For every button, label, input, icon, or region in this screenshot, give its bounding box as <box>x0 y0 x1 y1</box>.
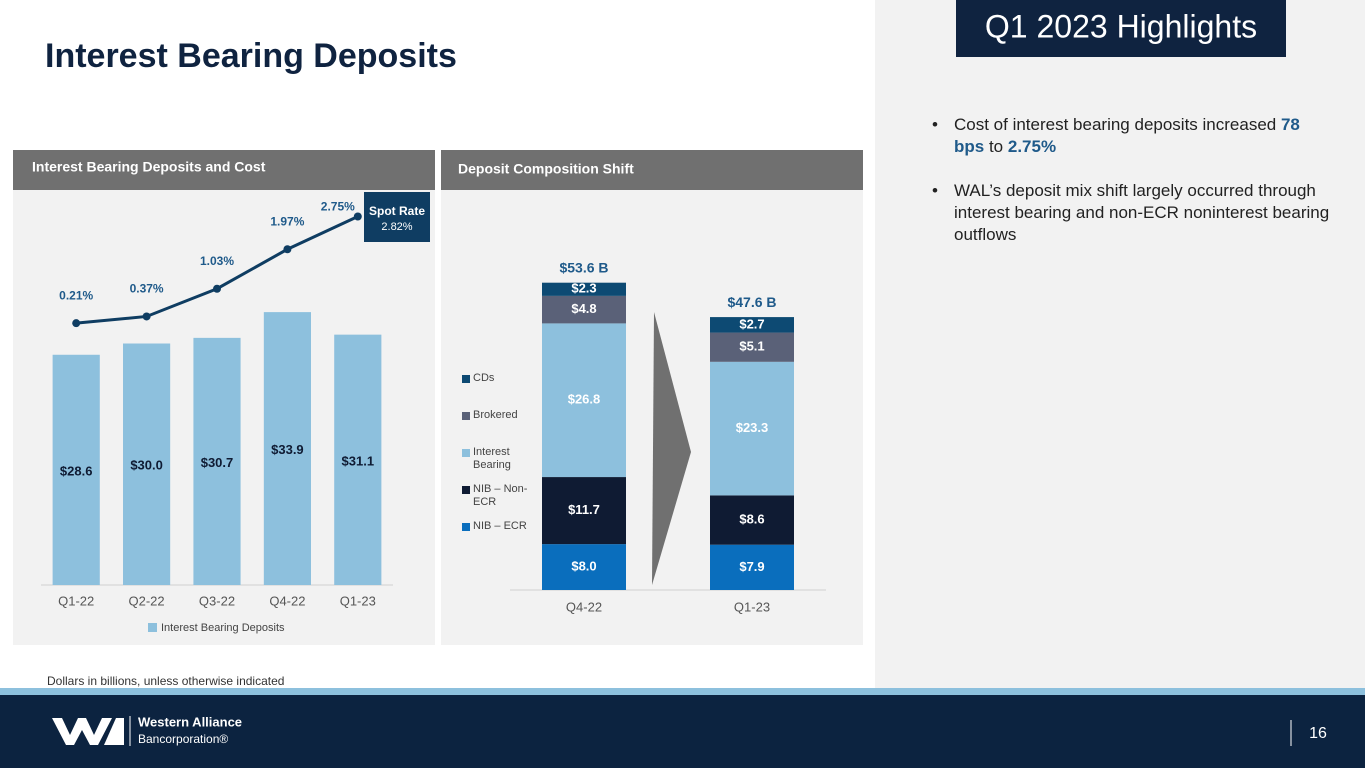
data-label: $28.6 <box>60 463 93 478</box>
data-label: 0.37% <box>130 282 164 296</box>
cost-point <box>353 212 362 221</box>
data-label: $4.8 <box>571 301 596 316</box>
x-tick-label: Q4-22 <box>566 599 602 614</box>
panel-header <box>441 150 863 190</box>
highlights-box <box>956 0 1286 57</box>
x-tick-label: Q2-22 <box>129 593 165 608</box>
data-label: $30.0 <box>130 458 163 473</box>
bullet-highlight: 2.75% <box>1007 137 1057 156</box>
bar <box>123 343 171 585</box>
data-label: $5.1 <box>739 339 764 354</box>
logo-mark <box>104 718 124 745</box>
cost-point <box>283 245 292 254</box>
x-tick-label: Q1-23 <box>340 593 376 608</box>
data-label: $7.9 <box>739 559 764 574</box>
data-label: $8.0 <box>571 559 596 574</box>
shift-arrow <box>652 312 691 585</box>
spot-rate-box <box>364 192 430 242</box>
legend-swatch <box>462 523 470 531</box>
legend-swatch <box>462 486 470 494</box>
slide-title: Interest Bearing Deposits <box>45 37 457 75</box>
data-label: $31.1 <box>342 453 375 468</box>
spot-rate-value: 2.82% <box>381 221 412 233</box>
bar <box>52 354 100 585</box>
logo-subname: Bancorporation® <box>138 732 228 746</box>
x-tick-label: Q3-22 <box>199 593 235 608</box>
legend-swatch <box>462 449 470 457</box>
logo-name: Western Alliance <box>138 714 242 729</box>
bar <box>542 295 626 324</box>
x-tick-label: Q4-22 <box>269 593 305 608</box>
sidebar <box>875 0 1365 690</box>
bullet-highlight: 78 bps <box>954 115 1300 156</box>
panel <box>441 150 863 645</box>
legend-label: CDs <box>473 372 495 384</box>
panel-header <box>13 150 435 190</box>
bar <box>542 323 626 478</box>
footnote: Dollars in billions, unless otherwise in… <box>47 674 284 688</box>
legend-swatch <box>148 623 157 632</box>
legend-label: Brokered <box>473 409 518 421</box>
data-label: $23.3 <box>736 420 769 435</box>
cost-point <box>72 319 81 328</box>
spot-rate-label: Spot Rate <box>369 204 425 218</box>
data-label: $26.8 <box>568 392 601 407</box>
legend-label: NIB – Non-ECR <box>473 483 528 508</box>
bullet: Cost of interest bearing deposits increa… <box>932 114 1334 158</box>
data-label: $11.7 <box>568 502 600 517</box>
x-tick-label: Q1-22 <box>58 593 94 608</box>
bar <box>710 361 794 496</box>
bullet-text: WAL’s deposit mix shift largely occurred… <box>954 181 1330 244</box>
total-label: $47.6 B <box>727 294 776 310</box>
total-label: $53.6 B <box>559 259 608 275</box>
footer <box>0 695 1365 768</box>
bar <box>542 544 626 590</box>
page-number: 16 <box>1309 725 1327 742</box>
highlights-title: Q1 2023 Highlights <box>985 8 1257 44</box>
bar <box>710 495 794 545</box>
footer-strip <box>0 688 1365 695</box>
x-tick-label: Q1-23 <box>734 599 770 614</box>
data-label: $8.6 <box>739 511 764 526</box>
data-label: 1.03% <box>200 254 234 268</box>
data-label: $2.7 <box>739 316 764 331</box>
data-label: $2.3 <box>571 281 596 296</box>
legend-swatch <box>462 412 470 420</box>
bar <box>710 332 794 362</box>
bar <box>542 477 626 545</box>
bar <box>710 544 794 590</box>
data-label: $33.9 <box>271 442 304 457</box>
data-label: 0.21% <box>59 288 93 302</box>
legend-label: Interest Bearing <box>473 446 511 471</box>
legend-label: Interest Bearing Deposits <box>161 622 285 634</box>
bar <box>193 337 241 585</box>
data-label: 1.97% <box>270 214 304 228</box>
bar <box>710 317 794 333</box>
data-label: 2.75% <box>321 200 355 214</box>
logo-mark <box>52 718 112 745</box>
bar <box>263 312 311 585</box>
chart-title: Interest Bearing Deposits and Cost <box>32 159 266 175</box>
bar <box>542 282 626 296</box>
cost-point <box>213 284 221 293</box>
data-label: $30.7 <box>201 455 234 470</box>
legend-swatch <box>462 375 470 383</box>
cost-point <box>142 312 151 321</box>
bullet-text: to <box>984 137 1008 156</box>
bar <box>334 334 382 585</box>
legend-label: NIB – ECR <box>473 520 527 532</box>
bullet: WAL’s deposit mix shift largely occurred… <box>932 180 1334 246</box>
chart-title: Deposit Composition Shift <box>458 161 634 177</box>
bullet-text: Cost of interest bearing deposits increa… <box>954 115 1281 134</box>
